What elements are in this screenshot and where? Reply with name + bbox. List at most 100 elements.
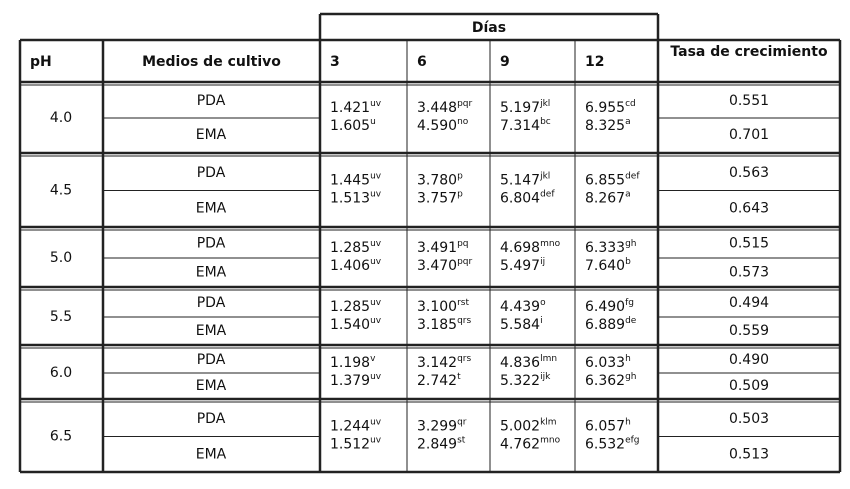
superscript: uv <box>370 417 382 427</box>
day-value: 5.322ijk <box>500 372 551 390</box>
day-value: 5.002klm <box>500 417 557 435</box>
day-value: 3.100rst <box>417 298 469 316</box>
superscript: fg <box>625 298 634 308</box>
value: 1.512 <box>330 437 370 453</box>
medium: EMA <box>196 127 227 143</box>
day-value: 3.757p <box>417 189 463 207</box>
superscript: pqr <box>457 257 472 267</box>
day-value: 1.198v <box>330 354 376 372</box>
superscript: bc <box>540 117 551 127</box>
medium: PDA <box>197 93 226 109</box>
growth-rate: 0.494 <box>729 295 769 311</box>
day-value: 1.540uv <box>330 316 382 334</box>
ph: 6.0 <box>50 365 72 381</box>
medium: EMA <box>196 378 227 394</box>
growth-rate: 0.573 <box>729 265 769 281</box>
superscript: uv <box>370 239 382 249</box>
day-value: 1.244uv <box>330 417 382 435</box>
medium: PDA <box>197 411 226 427</box>
day-value: 6.333gh <box>585 239 637 257</box>
value: 1.421 <box>330 100 370 116</box>
superscript: def <box>540 189 555 199</box>
value: 6.490 <box>585 299 625 315</box>
value: 1.285 <box>330 299 370 315</box>
value: 1.605 <box>330 118 370 134</box>
superscript: uv <box>370 298 382 308</box>
column-header: 12 <box>585 54 604 70</box>
value: 7.640 <box>585 258 625 274</box>
superscript: ij <box>540 257 545 267</box>
day-value: 1.285uv <box>330 298 382 316</box>
day-value: 4.836lmn <box>500 354 557 372</box>
growth-rate: 0.503 <box>729 411 769 427</box>
superscript: b <box>625 257 631 267</box>
superscript: rst <box>457 298 469 308</box>
day-value: 3.142qrs <box>417 354 472 372</box>
ph: 6.5 <box>50 429 72 445</box>
day-value: 5.147jkl <box>500 171 550 189</box>
day-value: 4.439o <box>500 298 546 316</box>
day-value: 1.512uv <box>330 435 382 453</box>
growth-rate: 0.490 <box>729 352 769 368</box>
medium: EMA <box>196 446 227 462</box>
value: 5.584 <box>500 317 540 333</box>
value: 2.742 <box>417 373 457 389</box>
superscript: uv <box>370 99 382 109</box>
growth-rate: 0.515 <box>729 236 769 252</box>
day-value: 2.742t <box>417 372 461 390</box>
value: 1.379 <box>330 373 370 389</box>
day-value: 8.325a <box>585 117 631 135</box>
value: 6.532 <box>585 437 625 453</box>
superscript: u <box>370 117 376 127</box>
superscript: uv <box>370 435 382 445</box>
superscript: klm <box>540 417 556 427</box>
value: 4.590 <box>417 118 457 134</box>
ph: 5.0 <box>50 250 72 266</box>
superscript: qrs <box>457 316 471 326</box>
growth-rate: 0.559 <box>729 323 769 339</box>
growth-rate: 0.551 <box>729 93 769 109</box>
day-value: 6.855def <box>585 171 640 189</box>
superscript: v <box>370 354 376 364</box>
value: 4.439 <box>500 299 540 315</box>
medium: PDA <box>197 352 226 368</box>
growth-rate: 0.513 <box>729 446 769 462</box>
value: 3.185 <box>417 317 457 333</box>
superscript: qrs <box>457 354 471 364</box>
superscript: lmn <box>540 354 557 364</box>
day-value: 3.299qr <box>417 417 467 435</box>
superscript: p <box>457 171 463 181</box>
value: 4.836 <box>500 355 540 371</box>
day-value: 1.605u <box>330 117 376 135</box>
value: 1.198 <box>330 355 370 371</box>
value: 1.285 <box>330 240 370 256</box>
day-value: 8.267a <box>585 189 631 207</box>
superscript: o <box>540 298 546 308</box>
day-value: 6.362gh <box>585 372 637 390</box>
value: 1.445 <box>330 173 370 189</box>
superscript: efg <box>625 435 639 445</box>
day-value: 4.590no <box>417 117 469 135</box>
day-value: 1.445uv <box>330 171 382 189</box>
value: 4.762 <box>500 437 540 453</box>
superscript: p <box>457 189 463 199</box>
day-value: 5.584i <box>500 316 543 334</box>
day-value: 1.379uv <box>330 372 382 390</box>
value: 3.448 <box>417 100 457 116</box>
superscript: i <box>540 316 543 326</box>
superscript: def <box>625 171 640 181</box>
medium: EMA <box>196 200 227 216</box>
day-value: 6.955cd <box>585 99 636 117</box>
day-value: 3.448pqr <box>417 99 473 117</box>
medium: EMA <box>196 265 227 281</box>
value: 6.855 <box>585 173 625 189</box>
value: 4.698 <box>500 240 540 256</box>
value: 3.780 <box>417 173 457 189</box>
medium: PDA <box>197 295 226 311</box>
value: 6.057 <box>585 419 625 435</box>
superscript: ijk <box>540 372 551 382</box>
growth-rate: 0.563 <box>729 165 769 181</box>
value: 6.362 <box>585 373 625 389</box>
superscript: gh <box>625 239 636 249</box>
